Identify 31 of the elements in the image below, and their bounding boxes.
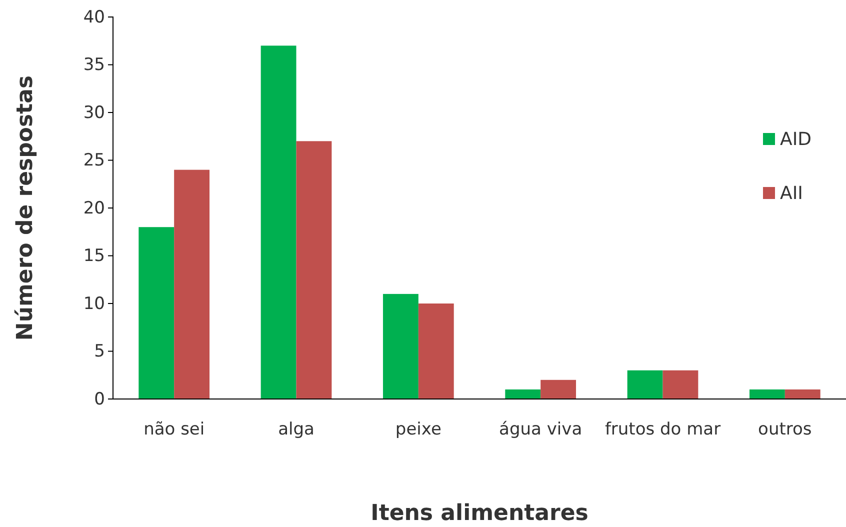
y-tick-label: 40 bbox=[83, 7, 105, 28]
y-tick-label: 35 bbox=[83, 55, 105, 76]
x-tick-label: não sei bbox=[144, 419, 205, 440]
y-tick-label: 20 bbox=[83, 198, 105, 218]
y-axis-title: Número de respostas bbox=[13, 75, 38, 341]
bar bbox=[174, 170, 210, 399]
bar bbox=[418, 304, 454, 399]
bar bbox=[662, 370, 698, 399]
bar bbox=[540, 380, 576, 399]
y-tick-label: 25 bbox=[83, 150, 105, 171]
bar bbox=[749, 389, 785, 399]
y-tick-label: 5 bbox=[94, 342, 105, 362]
y-tick-label: 15 bbox=[83, 246, 105, 266]
x-tick-label: outros bbox=[758, 419, 812, 440]
bar bbox=[784, 389, 820, 399]
x-tick-label: frutos do mar bbox=[604, 419, 721, 440]
legend-label: AID bbox=[780, 129, 812, 150]
legend-label: AII bbox=[780, 183, 803, 204]
bar bbox=[505, 389, 541, 399]
x-axis-title: Itens alimentares bbox=[370, 501, 588, 526]
bar bbox=[138, 227, 174, 399]
bar bbox=[627, 370, 663, 399]
y-tick-label: 10 bbox=[83, 294, 105, 314]
y-tick-label: 30 bbox=[83, 102, 105, 123]
x-tick-label: água viva bbox=[499, 419, 582, 440]
bar bbox=[382, 294, 418, 399]
x-tick-label: peixe bbox=[395, 419, 442, 440]
bar bbox=[296, 141, 332, 399]
x-tick-label: alga bbox=[278, 419, 314, 440]
y-tick-label: 0 bbox=[94, 389, 105, 410]
bar bbox=[260, 46, 296, 399]
